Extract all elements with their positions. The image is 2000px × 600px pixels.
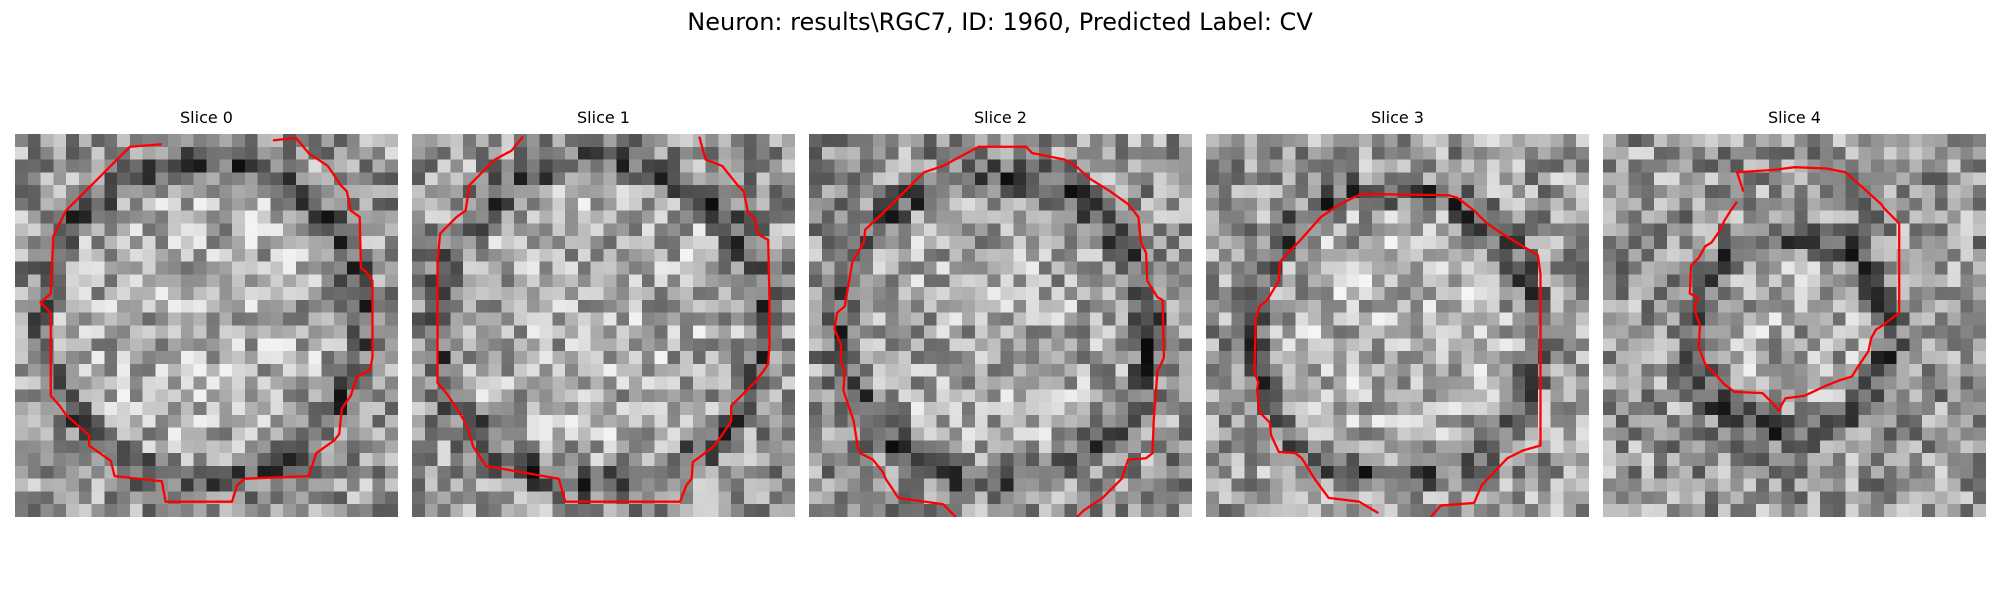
figure-title: Neuron: results\RGC7, ID: 1960, Predicte… <box>687 8 1313 36</box>
pixel-grid-2 <box>809 134 1192 517</box>
contour-line-0 <box>39 136 374 503</box>
slice-image-0 <box>15 134 398 517</box>
slice-panel-3: Slice 3 <box>1206 106 1589 526</box>
slice-image-3 <box>1206 134 1589 517</box>
contour-line-2 <box>833 145 1166 517</box>
slice-image-4 <box>1603 134 1986 517</box>
slice-image-1 <box>412 134 795 517</box>
contour-line-3 <box>1253 192 1542 517</box>
slice-panel-2: Slice 2 <box>809 106 1192 526</box>
pixel-grid-4 <box>1603 134 1986 517</box>
slice-title-4: Slice 4 <box>1768 108 1821 127</box>
contour-line-1 <box>436 135 771 503</box>
slice-image-2 <box>809 134 1192 517</box>
pixel-grid-3 <box>1206 134 1589 517</box>
slice-panel-1: Slice 1 <box>412 106 795 526</box>
pixel-grid-0 <box>15 134 398 517</box>
slice-panel-0: Slice 0 <box>15 106 398 526</box>
slice-panel-4: Slice 4 <box>1603 106 1986 526</box>
slice-title-1: Slice 1 <box>577 108 630 127</box>
slice-title-3: Slice 3 <box>1371 108 1424 127</box>
slice-title-2: Slice 2 <box>974 108 1027 127</box>
contour-line-4 <box>1688 166 1901 413</box>
slice-title-0: Slice 0 <box>180 108 233 127</box>
pixel-grid-1 <box>412 134 795 517</box>
